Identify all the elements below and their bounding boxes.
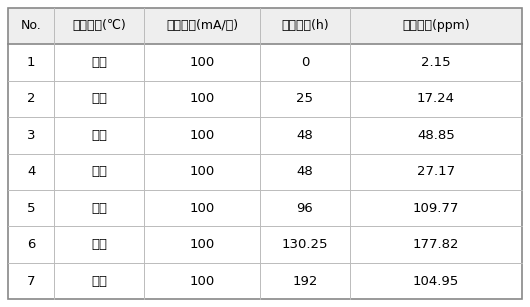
Text: 104.95: 104.95	[413, 274, 459, 288]
Text: 2.15: 2.15	[421, 56, 450, 69]
Text: 48.85: 48.85	[417, 129, 455, 142]
Text: 장입온도(℃): 장입온도(℃)	[72, 19, 126, 33]
Text: 100: 100	[189, 274, 215, 288]
Text: 상온: 상온	[91, 202, 107, 215]
Text: 100: 100	[189, 202, 215, 215]
Text: 상온: 상온	[91, 56, 107, 69]
Text: 1: 1	[27, 56, 36, 69]
Text: 192: 192	[292, 274, 317, 288]
Text: 2: 2	[27, 92, 36, 105]
Text: 100: 100	[189, 165, 215, 178]
Text: 7: 7	[27, 274, 36, 288]
Text: 130.25: 130.25	[281, 238, 328, 251]
Text: 27.17: 27.17	[417, 165, 455, 178]
Text: 100: 100	[189, 129, 215, 142]
Text: 상온: 상온	[91, 274, 107, 288]
Text: 25: 25	[296, 92, 313, 105]
Bar	[8, 8, 522, 44]
Text: 100: 100	[189, 238, 215, 251]
Text: 상온: 상온	[91, 165, 107, 178]
Text: 0: 0	[301, 56, 309, 69]
Text: 48: 48	[296, 165, 313, 178]
Text: 수소농도(ppm): 수소농도(ppm)	[402, 19, 470, 33]
Text: 4: 4	[27, 165, 36, 178]
Text: 6: 6	[27, 238, 36, 251]
Text: 상온: 상온	[91, 129, 107, 142]
Text: 상온: 상온	[91, 92, 107, 105]
Text: 109.77: 109.77	[413, 202, 459, 215]
Text: 177.82: 177.82	[413, 238, 459, 251]
Text: 3: 3	[27, 129, 36, 142]
Text: 전류밀도(mA/㎡): 전류밀도(mA/㎡)	[166, 19, 238, 33]
Text: 장입시간(h): 장입시간(h)	[281, 19, 329, 33]
Text: 100: 100	[189, 92, 215, 105]
Text: 17.24: 17.24	[417, 92, 455, 105]
Text: No.: No.	[21, 19, 41, 33]
Text: 상온: 상온	[91, 238, 107, 251]
Text: 48: 48	[296, 129, 313, 142]
Text: 96: 96	[296, 202, 313, 215]
Text: 100: 100	[189, 56, 215, 69]
Text: 5: 5	[27, 202, 36, 215]
